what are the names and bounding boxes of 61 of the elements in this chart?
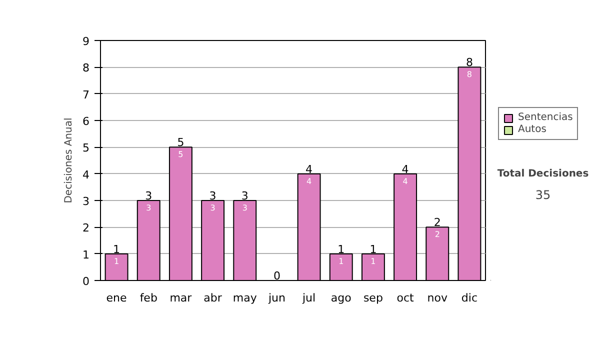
x-tick-label: feb: [140, 292, 158, 304]
bar: [426, 226, 450, 280]
y-tick-label: 9: [82, 35, 90, 48]
x-tick-label: jul: [302, 292, 316, 304]
x-tick-label: dic: [461, 292, 478, 304]
data-label: 4: [402, 176, 408, 186]
y-axis-title: Decisiones Anual: [64, 118, 74, 204]
data-label: 3: [146, 204, 152, 212]
data-label: 3: [242, 204, 248, 212]
data-label: 5: [178, 150, 184, 160]
bar: [136, 200, 160, 280]
bar: [329, 253, 353, 280]
x-tick-label: abr: [204, 292, 222, 304]
bar: [168, 146, 192, 280]
bar: [394, 173, 418, 280]
y-tick-label: 7: [82, 88, 90, 102]
total-label: 1: [113, 242, 120, 256]
y-tick-label: 0: [82, 275, 90, 288]
total-label: 2: [434, 216, 441, 230]
x-tick-label: may: [232, 292, 258, 304]
x-tick-label: jun: [267, 292, 286, 304]
total-label: 1: [338, 242, 345, 256]
total-label: 8: [466, 56, 473, 70]
data-label: 1: [114, 256, 120, 266]
data-label: 3: [210, 204, 216, 212]
y-tick-label: 8: [82, 62, 90, 75]
data-label: 4: [306, 176, 312, 186]
total-label: 3: [209, 190, 216, 202]
data-label: 8: [466, 70, 472, 80]
x-tick-label: ene: [106, 292, 128, 304]
total-label: 4: [306, 162, 313, 176]
data-label: 2: [434, 230, 440, 240]
total-label: 4: [402, 162, 409, 176]
bar: [104, 253, 128, 280]
legend-label: Sentencias: [518, 112, 573, 123]
text: Total Decisiones: [497, 168, 589, 180]
legend-label: Autos: [518, 124, 546, 135]
x-tick-label: oct: [396, 292, 415, 304]
y-tick-label: 1: [82, 248, 90, 262]
x-tick-label: mar: [170, 292, 192, 304]
y-tick-label: 6: [82, 115, 90, 128]
y-tick-label: 5: [82, 142, 90, 155]
total-label: 5: [177, 136, 184, 150]
bar: [297, 173, 321, 280]
total-label: 0: [273, 270, 280, 282]
bar: [458, 66, 482, 280]
data-label: 1: [338, 256, 344, 266]
y-tick-label: 3: [82, 195, 90, 208]
bar: [361, 253, 385, 280]
x-tick-label: ago: [330, 292, 352, 304]
y-tick-label: 4: [82, 168, 90, 182]
total-label: 1: [370, 242, 377, 256]
total-label: 3: [241, 190, 248, 202]
total-label: 3: [145, 190, 152, 202]
x-tick-label: sep: [363, 292, 383, 304]
y-tick-label: 2: [82, 222, 90, 235]
text: 35: [535, 188, 551, 202]
data-label: 1: [370, 256, 376, 266]
bar: [233, 200, 257, 280]
bar: [201, 200, 225, 280]
x-tick-label: nov: [427, 292, 448, 304]
